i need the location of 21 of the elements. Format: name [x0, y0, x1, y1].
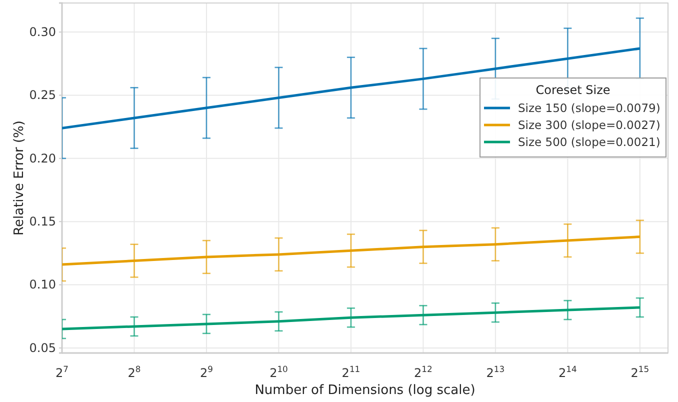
x-axis-title: Number of Dimensions (log scale) [254, 383, 476, 398]
x-tick-label: 2$^{9}$ [200, 364, 213, 380]
x-tick-label: 2$^{11}$ [342, 364, 360, 380]
x-tick-label: 2$^{8}$ [128, 364, 141, 380]
legend-label: Size 150 (slope=0.0079) [518, 101, 660, 115]
x-tick-label: 2$^{14}$ [558, 364, 577, 380]
y-tick-label: 0.20 [29, 151, 56, 166]
x-tick-label: 2$^{15}$ [630, 364, 650, 380]
y-tick-label: 0.25 [29, 88, 56, 102]
x-tick-label: 2$^{10}$ [270, 364, 288, 380]
legend-title: Coreset Size [536, 83, 610, 97]
legend-label: Size 300 (slope=0.0027) [518, 118, 660, 132]
y-axis-title: Relative Error (%) [12, 120, 27, 236]
x-tick-label: 2$^{7}$ [56, 364, 68, 380]
y-tick-label: 0.30 [29, 24, 56, 39]
y-tick-label: 0.10 [29, 278, 56, 292]
legend-label: Size 500 (slope=0.0021) [518, 135, 660, 149]
y-tick-label: 0.15 [29, 214, 56, 228]
y-tick-label: 0.05 [29, 340, 56, 355]
x-tick-label: 2$^{13}$ [486, 364, 505, 380]
x-tick-label: 2$^{12}$ [414, 364, 432, 380]
